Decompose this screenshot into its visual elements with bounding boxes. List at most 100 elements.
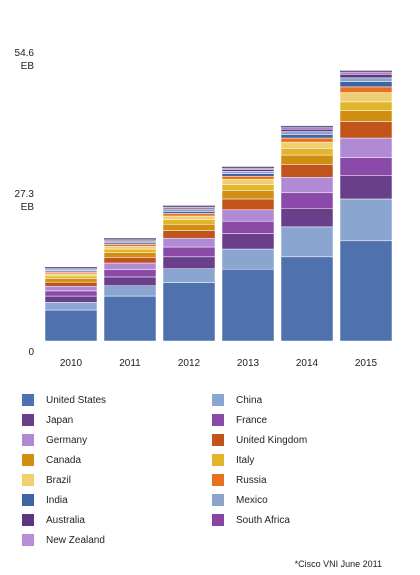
bar-segment-france-2011	[103, 269, 157, 278]
x-tick-label: 2011	[119, 358, 141, 369]
y-tick-label: 27.3	[15, 189, 35, 200]
bar-segment-india-2012	[162, 211, 216, 214]
bar-top-cap	[281, 125, 333, 128]
legend-item-mexico: Mexico	[212, 493, 268, 507]
x-tick-label: 2012	[178, 358, 201, 369]
legend-item-japan: Japan	[22, 413, 73, 427]
x-tick-label: 2013	[237, 358, 260, 369]
bar-segment-china-2012	[162, 268, 216, 283]
bar-segment-italy-2011	[103, 248, 157, 253]
bar-segment-united-kingdom-2013	[221, 198, 275, 211]
legend-item-brazil: Brazil	[22, 473, 71, 487]
bar-segment-brazil-2014	[280, 141, 334, 149]
bar-segment-italy-2013	[221, 184, 275, 191]
bar-segment-united-kingdom-2015	[339, 121, 393, 139]
legend-label: United Kingdom	[236, 434, 308, 446]
legend-label: New Zealand	[46, 534, 105, 546]
bar-segment-brazil-2010	[44, 273, 98, 277]
legend-label: South Africa	[236, 514, 290, 526]
bar-top-cap	[45, 267, 97, 269]
legend-label: Mexico	[236, 494, 268, 506]
bar-segment-australia-2015	[339, 74, 393, 79]
legend-label: China	[236, 394, 263, 406]
bar-segment-united-kingdom-2014	[280, 164, 334, 178]
bars	[44, 70, 393, 342]
bar-segment-italy-2012	[162, 219, 216, 225]
legend-label: Brazil	[46, 474, 72, 486]
legend-swatch	[22, 394, 34, 406]
x-tick-label: 2015	[355, 358, 378, 369]
bar-segment-brazil-2013	[221, 179, 275, 185]
bar-segment-japan-2015	[339, 175, 393, 200]
legend-swatch	[22, 534, 34, 546]
bar-segment-russia-2011	[103, 244, 157, 247]
bar-segment-france-2014	[280, 192, 334, 209]
legend-swatch	[212, 394, 224, 406]
legend-label: France	[236, 414, 268, 426]
bar-segment-china-2014	[280, 226, 334, 258]
legend-item-new-zealand: New Zealand	[22, 533, 105, 547]
bar-segment-canada-2014	[280, 154, 334, 165]
bar-segment-india-2014	[280, 134, 334, 139]
bar-segment-brazil-2015	[339, 92, 393, 103]
legend-swatch	[22, 494, 34, 506]
legend-label: Japan	[46, 414, 74, 426]
bar-segment-united-states-2013	[221, 268, 275, 342]
bar-top-cap	[104, 238, 156, 240]
bar-segment-mexico-2013	[221, 171, 275, 174]
y-tick-label: EB	[21, 202, 35, 213]
bar-segment-japan-2011	[103, 276, 157, 286]
legend-swatch	[22, 474, 34, 486]
bar-segment-united-states-2012	[162, 282, 216, 342]
legend-swatch	[212, 514, 224, 526]
bar-segment-united-states-2014	[280, 256, 334, 342]
source-note: *Cisco VNI June 2011	[294, 559, 382, 569]
legend-item-australia: Australia	[22, 513, 85, 527]
bar-segment-italy-2010	[44, 275, 98, 279]
bar-segment-russia-2015	[339, 86, 393, 93]
bar-segment-canada-2011	[103, 252, 157, 258]
bar-segment-japan-2013	[221, 233, 275, 250]
bar-segment-south-africa-2015	[339, 72, 393, 76]
x-tick-label: 2010	[60, 358, 83, 369]
bar-segment-germany-2015	[339, 137, 393, 158]
bar-segment-germany-2011	[103, 262, 157, 270]
legend-swatch	[22, 454, 34, 466]
bar-segment-france-2015	[339, 157, 393, 176]
y-tick-label: EB	[21, 61, 35, 72]
legend-item-india: India	[22, 493, 68, 507]
legend-label: Australia	[46, 514, 85, 526]
bar-segment-china-2011	[103, 285, 157, 297]
x-tick-label: 2014	[296, 358, 319, 369]
legend-swatch	[212, 434, 224, 446]
bar-segment-italy-2015	[339, 101, 393, 111]
bar-segment-italy-2014	[280, 148, 334, 156]
legend-swatch	[22, 414, 34, 426]
legend-swatch	[212, 474, 224, 486]
bar-segment-russia-2013	[221, 175, 275, 180]
bar-segment-united-kingdom-2010	[44, 281, 98, 287]
bar-top-cap	[163, 205, 215, 208]
legend-label: Germany	[46, 434, 88, 446]
legend-label: India	[46, 494, 68, 506]
bar-segment-united-states-2015	[339, 240, 393, 342]
bar-segment-france-2012	[162, 246, 216, 258]
bar-segment-japan-2014	[280, 208, 334, 228]
bar-segment-mexico-2014	[280, 131, 334, 135]
legend-label: Italy	[236, 454, 255, 466]
bar-segment-china-2015	[339, 198, 393, 242]
bar-segment-brazil-2011	[103, 246, 157, 250]
bar-segment-india-2015	[339, 81, 393, 88]
legend-item-germany: Germany	[22, 433, 87, 447]
bar-segment-mexico-2012	[162, 209, 216, 212]
bar-segment-australia-2013	[221, 169, 275, 172]
legend-label: United States	[46, 394, 107, 406]
stacked-bar-chart: 0 27.3 EB 54.6 EB 2010 2011 2012 2013 2014 2015	[15, 48, 393, 369]
bar-segment-india-2013	[221, 173, 275, 177]
bar-segment-france-2010	[44, 290, 98, 297]
bar-segment-united-kingdom-2012	[162, 230, 216, 239]
bar-segment-germany-2012	[162, 237, 216, 248]
bar-segment-canada-2010	[44, 278, 98, 283]
y-tick-label: 54.6	[15, 48, 35, 59]
bar-segment-united-states-2010	[44, 309, 98, 342]
